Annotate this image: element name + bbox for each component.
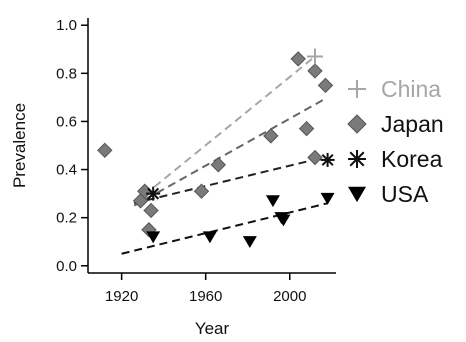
point-usa	[202, 231, 217, 244]
y-axis-label: Prevalence	[10, 103, 29, 188]
plus-icon	[348, 80, 366, 98]
point-japan	[263, 128, 279, 144]
x-tick-label: 1920	[105, 288, 138, 305]
point-japan	[298, 120, 315, 137]
point-usa	[320, 192, 335, 205]
point-usa	[242, 236, 257, 249]
point-usa	[265, 195, 280, 208]
trend-lines	[121, 55, 328, 255]
legend-item-usa: USA	[348, 181, 429, 207]
x-tick-label: 1960	[189, 288, 222, 305]
legend-item-korea: Korea	[348, 146, 443, 172]
y-tick-label: 1.0	[56, 17, 77, 34]
y-tick-label: 0.2	[56, 210, 77, 227]
y-tick-label: 0.6	[56, 113, 77, 130]
legend-label: Japan	[381, 111, 444, 137]
point-japan	[143, 202, 159, 219]
x-axis-label: Year	[195, 319, 230, 338]
data-points	[97, 48, 335, 249]
legend-item-china: China	[348, 76, 441, 102]
point-japan	[307, 63, 323, 79]
diamond-icon	[347, 114, 367, 134]
point-japan	[193, 183, 210, 199]
y-tick-label: 0.4	[56, 162, 77, 179]
point-japan	[210, 157, 227, 173]
point-korea	[320, 152, 335, 167]
point-japan	[290, 51, 306, 67]
legend: China Japan Korea USA	[347, 76, 444, 207]
point-usa	[276, 214, 291, 227]
legend-label: Korea	[381, 146, 443, 172]
point-usa	[146, 231, 161, 244]
asterisk-icon	[348, 150, 366, 168]
point-korea	[146, 186, 161, 201]
trend-line-usa	[121, 202, 328, 255]
legend-label: USA	[381, 181, 429, 207]
trend-line-korea	[134, 156, 324, 205]
point-japan	[97, 142, 113, 159]
legend-label: China	[381, 76, 441, 102]
point-japan	[307, 149, 323, 166]
point-china	[306, 48, 323, 65]
y-tick-label: 0.8	[56, 65, 77, 82]
point-japan	[317, 77, 334, 94]
axes: 0.0 0.2 0.4 0.6 0.8 1.0 1920 1960 2000	[56, 17, 336, 305]
y-tick-label: 0.0	[56, 258, 77, 275]
trend-line-japan	[133, 98, 324, 207]
x-tick-label: 2000	[273, 288, 306, 305]
triangle-down-icon	[348, 186, 366, 203]
legend-item-japan: Japan	[347, 111, 444, 137]
